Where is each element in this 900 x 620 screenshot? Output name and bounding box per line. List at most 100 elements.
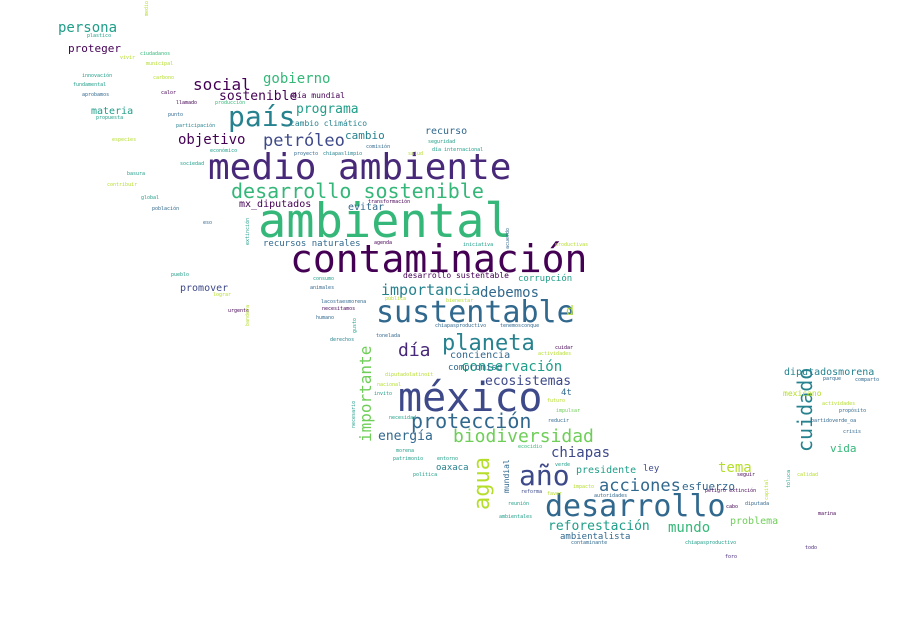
word: parque (823, 376, 842, 382)
word: invito (374, 391, 393, 397)
word: compromiso (448, 363, 503, 373)
word: cabo (726, 504, 739, 510)
word: acuerdo (505, 227, 511, 249)
word: participación (176, 123, 216, 129)
word: propuesta (96, 115, 124, 121)
word: importante (356, 345, 375, 442)
word: bienestar (446, 298, 474, 304)
word: mundial (502, 459, 511, 493)
word: pueblo (171, 272, 190, 278)
word: proyecto (294, 151, 319, 157)
word: actividades (822, 401, 856, 407)
word: contaminación (290, 237, 588, 281)
word: mexicano (783, 389, 822, 398)
word: iniciativa (463, 242, 494, 248)
word: persona (58, 20, 118, 36)
word: cuidar (555, 345, 574, 351)
word: tema (718, 460, 752, 476)
word: comisión (366, 144, 391, 150)
word: peligro extinción (705, 488, 757, 494)
word: económico (210, 148, 238, 154)
word: vivir (120, 55, 136, 61)
word: ambientalista (560, 532, 631, 542)
word: planeta (442, 331, 535, 356)
word: recurso (425, 126, 468, 137)
word: especies (112, 137, 137, 143)
word: social (193, 75, 251, 94)
word: conciencia (450, 350, 511, 361)
word: contribuir (107, 182, 138, 188)
word: 4t (561, 388, 572, 398)
word: humano (316, 315, 335, 321)
word: gobierno (263, 71, 331, 87)
word: año (519, 459, 570, 492)
word: presidente (576, 465, 637, 476)
word: nacional (377, 382, 402, 388)
word: propósito (839, 408, 867, 414)
word: partidoverde_oa (811, 418, 857, 424)
word: méxico (398, 375, 543, 421)
word: fundamental (73, 82, 107, 88)
word: desarrollo sostenible (231, 179, 484, 203)
word: reducir (548, 418, 570, 424)
word: ambientales (499, 514, 533, 520)
word: evitar (348, 202, 385, 213)
word: necesidad (389, 415, 417, 421)
word: oaxaca (436, 463, 469, 473)
word: mundo (668, 520, 711, 536)
word: diputadosmorena (784, 367, 875, 378)
word: reforma (521, 489, 543, 495)
word: capital (764, 478, 770, 500)
word: proteger (68, 42, 121, 55)
word: contaminante (571, 540, 608, 546)
word: tenemosconque (500, 323, 540, 329)
word: seguir (737, 472, 756, 478)
word: ley (643, 464, 660, 474)
word: chiapasproductivo (435, 323, 487, 329)
word: acciones (599, 476, 681, 496)
word: mx_diputados (239, 199, 312, 210)
word: medio (144, 0, 150, 16)
word: urgente (228, 308, 250, 314)
word: necesitamos (322, 306, 356, 312)
word: desarrollo sustentable (403, 271, 509, 280)
word: crisis (843, 429, 862, 435)
word: toluca (786, 469, 792, 488)
word: sociedad (180, 161, 205, 167)
word: municipal (146, 61, 174, 67)
word: biodiversidad (453, 426, 594, 447)
word: día mundial (292, 91, 345, 100)
word: favor (547, 491, 563, 497)
word: pública (385, 296, 407, 302)
word: diputadolatinoit (385, 372, 434, 378)
word: extinción (245, 217, 251, 245)
word: importancia (381, 281, 481, 299)
word: petróleo (263, 131, 345, 151)
word: gusto (352, 317, 358, 333)
word: foro (725, 554, 738, 560)
word: medio ambiente (208, 147, 512, 188)
word: entorno (437, 456, 459, 462)
word: protección (411, 409, 532, 433)
word: marina (818, 511, 837, 517)
word: corrupción (518, 274, 573, 284)
word: patrimonio (393, 456, 424, 462)
word: ambiental (258, 194, 513, 249)
word: sustentable (376, 295, 575, 330)
word: cambio (345, 129, 385, 142)
word: llamado (176, 100, 198, 106)
word: comparto (855, 377, 880, 383)
word: eso (203, 220, 213, 226)
word: necesario (351, 400, 357, 428)
word: objetivo (178, 132, 246, 148)
word: día internacional (432, 147, 484, 153)
word: programa (296, 102, 359, 117)
word: derechos (330, 337, 355, 343)
word: chiapas (551, 445, 611, 461)
word: diputada (745, 501, 770, 507)
word: productivas (555, 242, 589, 248)
word: animales (310, 285, 335, 291)
word: impulsar (556, 408, 581, 414)
word: esfuerzo (682, 480, 735, 493)
